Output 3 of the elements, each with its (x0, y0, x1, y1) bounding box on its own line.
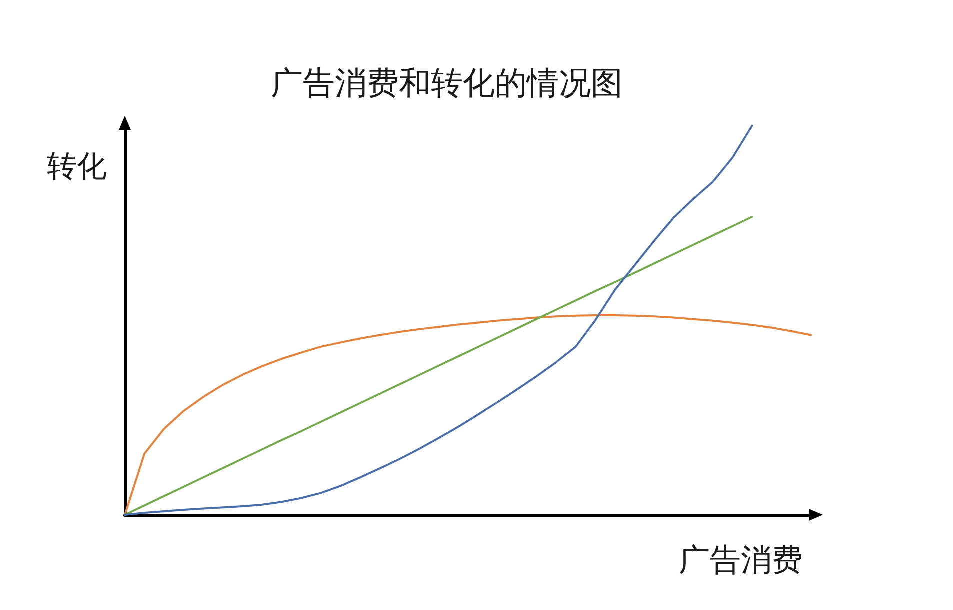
x-axis-title: 广告消费 (679, 542, 803, 578)
y-axis-title: 转化 (47, 150, 107, 184)
chart-title: 广告消费和转化的情况图 (271, 64, 623, 102)
